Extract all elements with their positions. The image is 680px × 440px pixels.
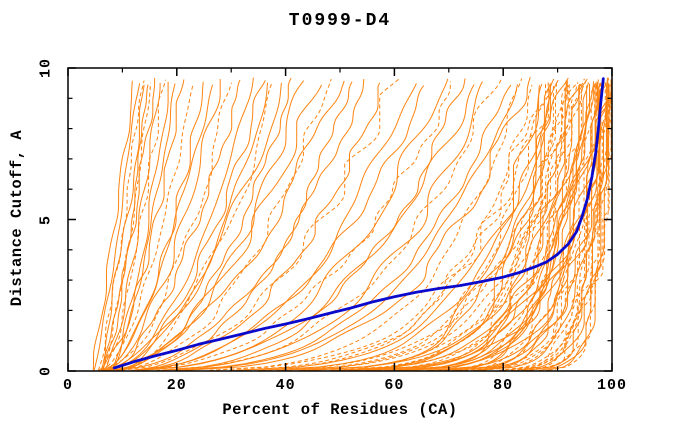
model-curve <box>240 84 533 371</box>
x-tick-label-100: 100 <box>596 377 628 394</box>
model-curve <box>101 82 152 371</box>
chart-title: T0999-D4 <box>288 11 392 31</box>
x-tick-label-60: 60 <box>384 377 405 394</box>
x-tick-label-20: 20 <box>166 377 187 394</box>
model-curve <box>110 79 241 371</box>
model-curve <box>98 79 185 371</box>
model-curve <box>546 79 612 371</box>
y-tick-label-5: 5 <box>37 214 55 225</box>
model-curve <box>103 84 323 371</box>
model-curve <box>369 79 612 371</box>
model-curve <box>279 79 549 371</box>
model-curve <box>184 77 531 371</box>
model-curve <box>352 82 598 371</box>
y-tick-label-10: 10 <box>37 57 55 79</box>
model-curve <box>131 85 425 371</box>
model-curve <box>105 84 214 371</box>
model-curve <box>377 81 557 371</box>
model-curve <box>161 78 466 371</box>
model-curve <box>141 84 475 371</box>
highlighted-model-curve <box>112 77 605 370</box>
model-curve <box>298 82 589 371</box>
x-tick-label-80: 80 <box>493 377 514 394</box>
model-curve <box>498 84 610 371</box>
model-curve <box>281 85 569 371</box>
model-curve <box>277 79 587 371</box>
x-axis-title: Percent of Residues (CA) <box>222 401 458 419</box>
model-curve <box>118 78 332 371</box>
model-curve <box>97 80 145 371</box>
model-curve <box>498 80 606 371</box>
y-axis-title: Distance Cutoff, A <box>8 129 26 307</box>
model-curve <box>261 82 579 371</box>
model-curve <box>92 80 133 371</box>
model-curve <box>234 79 559 371</box>
model-curve <box>230 83 546 371</box>
model-curve <box>104 82 161 371</box>
model-curve <box>136 83 417 371</box>
model-curve <box>257 78 555 371</box>
y-tick-label-0: 0 <box>37 365 55 377</box>
model-curve <box>529 84 612 371</box>
model-curve <box>527 78 605 371</box>
model-curve <box>121 77 401 371</box>
model-curve <box>332 84 594 371</box>
model-curve <box>209 78 523 371</box>
model-curve <box>482 82 596 371</box>
model-curve <box>105 79 221 371</box>
model-curve <box>133 82 381 371</box>
model-curve <box>365 81 594 371</box>
model-curve <box>93 83 141 371</box>
model-curve <box>104 79 167 371</box>
model-curve <box>104 82 282 371</box>
model-curve <box>156 77 503 371</box>
model-curve <box>108 77 254 371</box>
model-curve <box>115 80 345 371</box>
model-curve <box>107 82 269 371</box>
model-curve <box>173 84 518 371</box>
model-curve <box>337 83 551 371</box>
model-curve <box>101 78 156 371</box>
model-curve <box>133 81 451 371</box>
model-curve <box>334 78 585 371</box>
model-curve <box>118 81 273 371</box>
model-curve <box>402 82 598 371</box>
model-curve <box>102 84 145 371</box>
model-curve <box>175 84 512 371</box>
model-curve <box>101 81 204 371</box>
model-curve <box>110 81 169 371</box>
model-curve <box>161 81 483 371</box>
model-curve <box>133 81 353 371</box>
model-curve <box>473 83 602 371</box>
x-tick-label-40: 40 <box>275 377 296 394</box>
model-curve <box>523 82 612 371</box>
model-curve <box>451 85 588 371</box>
model-curve <box>110 83 176 371</box>
model-curve <box>304 77 569 371</box>
model-curve <box>516 77 608 371</box>
model-curve <box>100 84 149 371</box>
model-curve <box>503 78 612 371</box>
model-curve <box>539 82 609 371</box>
model-curve <box>412 83 580 371</box>
model-curve <box>120 80 266 371</box>
model-curve <box>209 85 550 371</box>
x-tick-label-0: 0 <box>62 377 74 394</box>
model-curve <box>101 84 194 371</box>
model-curve <box>117 78 365 371</box>
model-curve <box>111 80 305 371</box>
